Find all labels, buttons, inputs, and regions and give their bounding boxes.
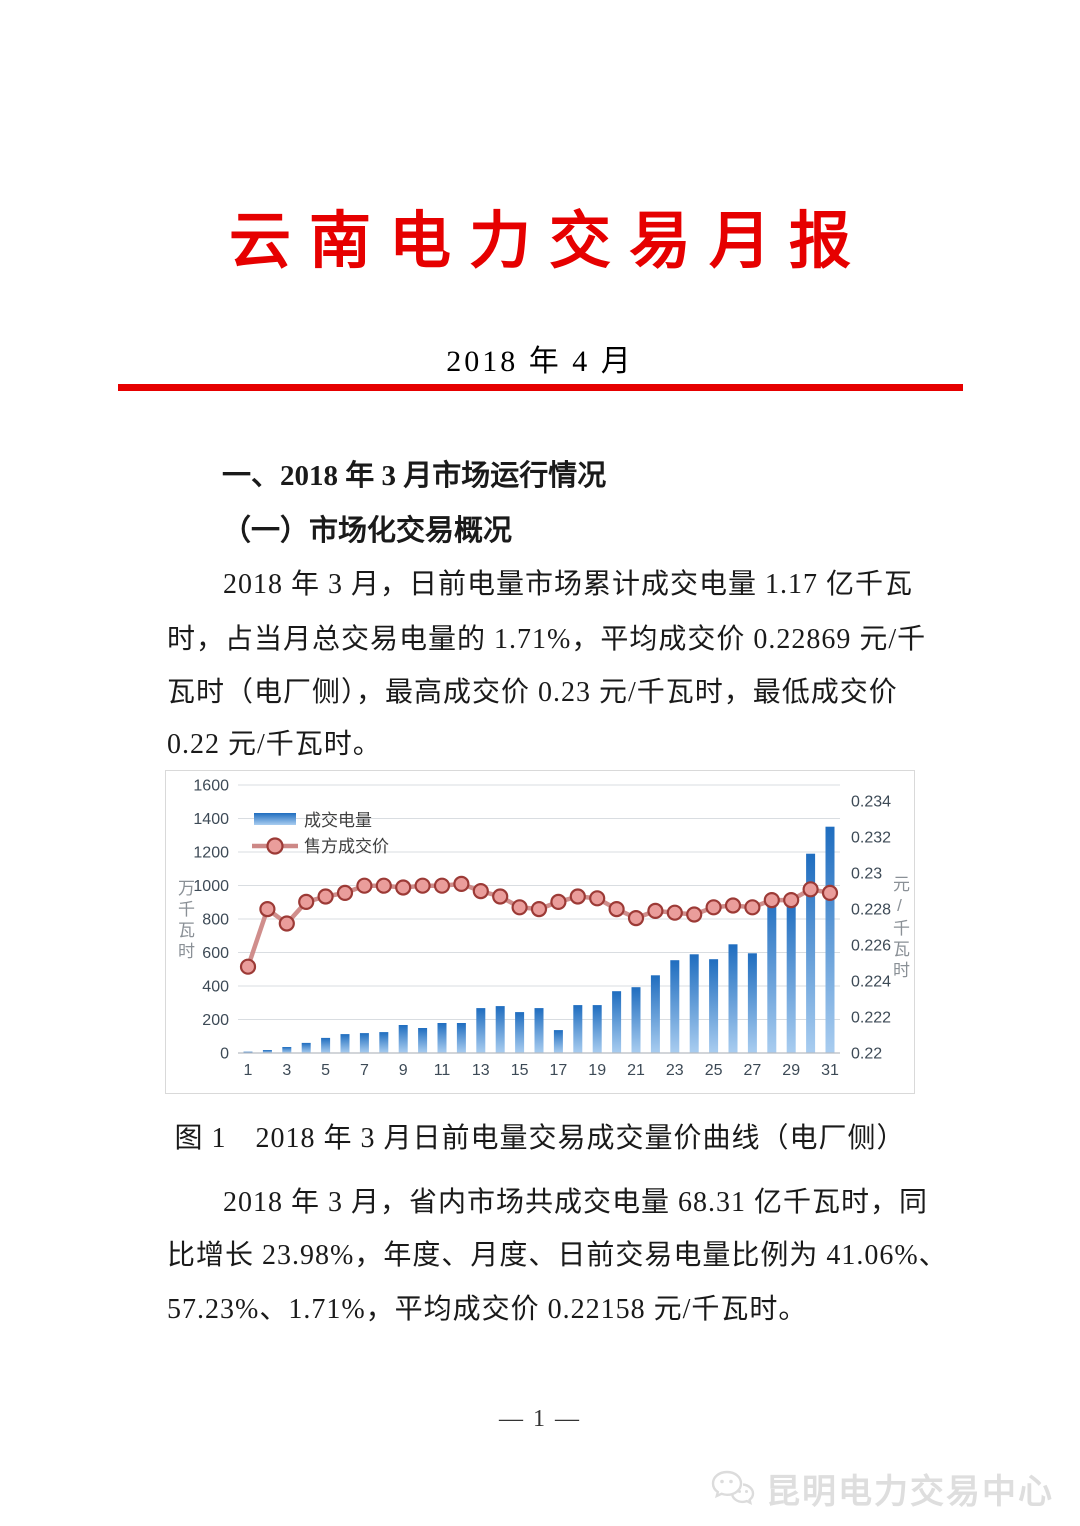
- svg-text:7: 7: [360, 1062, 369, 1079]
- paragraph1-line1: 2018 年 3 月，日前电量市场累计成交电量 1.17 亿千瓦: [223, 569, 914, 600]
- svg-text:5: 5: [321, 1062, 330, 1079]
- title-divider-rule: [118, 384, 963, 391]
- svg-text:1400: 1400: [193, 811, 229, 828]
- page-title: 云南电力交易月报: [228, 208, 869, 276]
- svg-text:9: 9: [399, 1062, 408, 1079]
- svg-text:25: 25: [705, 1062, 723, 1079]
- paragraph1-line4: 0.22 元/千瓦时。: [167, 729, 382, 760]
- svg-text:1: 1: [244, 1062, 253, 1079]
- svg-text:成交电量: 成交电量: [304, 811, 372, 830]
- svg-text:600: 600: [202, 945, 229, 962]
- svg-text:11: 11: [434, 1062, 451, 1079]
- svg-text:1200: 1200: [193, 845, 229, 862]
- svg-text:0.222: 0.222: [851, 1010, 891, 1027]
- svg-text:800: 800: [202, 912, 229, 929]
- svg-text:0.224: 0.224: [851, 974, 891, 991]
- price-line-markers: [239, 875, 839, 975]
- paragraph1-line2: 时，占当月总交易电量的 1.71%，平均成交价 0.22869 元/千: [167, 624, 927, 655]
- x-axis-labels: 1 3 5 7 9 11 13 15 17 19 21 23 25 27 29 31: [244, 1062, 839, 1079]
- left-axis-title: 万千瓦时: [175, 879, 194, 963]
- svg-text:0.232: 0.232: [851, 830, 891, 847]
- chart-plot-area: 0 200 400 600 800 1000 1200 1400 1600 0.22 0.222 0.…: [166, 771, 914, 1093]
- svg-text:400: 400: [202, 979, 229, 996]
- svg-text:23: 23: [666, 1062, 684, 1079]
- chart-gridlines: [238, 784, 840, 1020]
- paragraph1-line3: 瓦时（电厂侧），最高成交价 0.23 元/千瓦时，最低成交价: [167, 677, 898, 708]
- figure1-chart-svg: 020040060080010001200140016000.220.2220.…: [193, 778, 891, 1080]
- svg-text:0.228: 0.228: [851, 902, 891, 919]
- svg-text:15: 15: [511, 1062, 529, 1079]
- svg-text:售方成交价: 售方成交价: [304, 837, 389, 856]
- svg-text:3: 3: [282, 1062, 291, 1079]
- paragraph2-line2: 比增长 23.98%，年度、月度、日前交易电量比例为 41.06%、: [167, 1240, 948, 1271]
- footer-brand-text: 昆明电力交易中心: [766, 1473, 1054, 1511]
- svg-text:13: 13: [472, 1062, 490, 1079]
- right-axis-labels: 0.22 0.222 0.224 0.226 0.228 0.23 0.232 0.234: [851, 794, 891, 1063]
- footer-brand: 昆明电力交易中心: [710, 1464, 1054, 1513]
- svg-text:29: 29: [782, 1062, 800, 1079]
- svg-text:31: 31: [821, 1062, 839, 1079]
- svg-text:0.226: 0.226: [851, 938, 891, 955]
- page-subtitle: 2018 年 4 月: [446, 345, 634, 378]
- bar-series: [243, 826, 835, 1053]
- svg-text:19: 19: [588, 1062, 606, 1079]
- paragraph2-line1: 2018 年 3 月，省内市场共成交电量 68.31 亿千瓦时，同: [223, 1187, 929, 1218]
- svg-text:0.22: 0.22: [851, 1046, 882, 1063]
- svg-text:1600: 1600: [193, 778, 229, 795]
- figure1-caption: 图 1 2018 年 3 月日前电量交易成交量价曲线（电厂侧）: [174, 1123, 906, 1154]
- svg-text:27: 27: [744, 1062, 762, 1079]
- left-axis-labels: 0 200 400 600 800 1000 1200 1400 1600: [193, 778, 229, 1063]
- svg-text:200: 200: [202, 1012, 229, 1029]
- svg-text:0.234: 0.234: [851, 794, 891, 811]
- svg-text:1000: 1000: [193, 878, 229, 895]
- page-number: — 1 —: [499, 1406, 581, 1432]
- svg-text:0.23: 0.23: [851, 866, 882, 883]
- wechat-icon: [710, 1469, 756, 1509]
- svg-text:0: 0: [220, 1046, 229, 1063]
- subsection-heading: （一）市场化交易概况: [222, 515, 513, 547]
- figure1-volume-price-chart: 0 200 400 600 800 1000 1200 1400 1600 0.22 0.222 0.…: [165, 770, 915, 1094]
- svg-text:21: 21: [627, 1062, 645, 1079]
- paragraph2-line3: 57.23%、1.71%，平均成交价 0.22158 元/千瓦时。: [167, 1294, 808, 1325]
- svg-text:17: 17: [550, 1062, 568, 1079]
- right-axis-title: 元/千瓦时: [890, 875, 909, 982]
- section-heading: 一、2018 年 3 月市场运行情况: [222, 460, 607, 492]
- price-line-series: [245, 881, 833, 969]
- legend-bar-swatch: [254, 813, 296, 825]
